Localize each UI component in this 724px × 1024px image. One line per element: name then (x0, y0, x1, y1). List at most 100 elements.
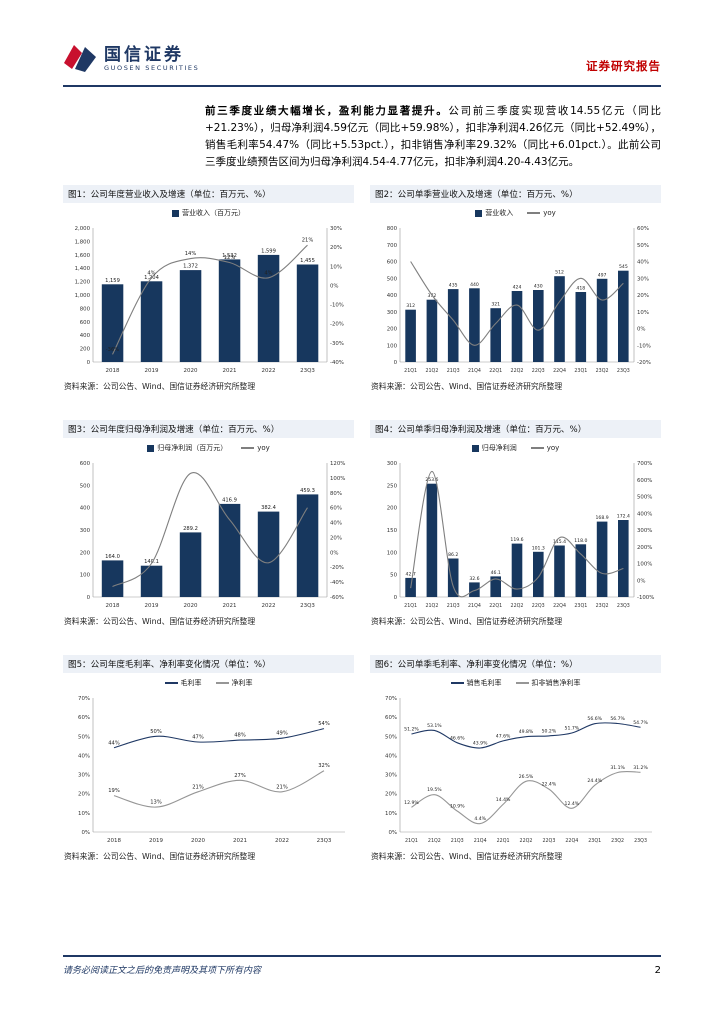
svg-text:10.9%: 10.9% (450, 804, 465, 810)
chart-legend: 销售毛利率 扣非销售净利率 (370, 678, 661, 688)
svg-text:10%: 10% (637, 310, 649, 316)
svg-text:1,599: 1,599 (261, 248, 276, 254)
svg-text:500: 500 (80, 483, 91, 489)
svg-text:1,800: 1,800 (75, 239, 91, 245)
chart-block-fig5: 图5：公司年度毛利率、净利率变化情况（单位：%） 毛利率 净利率 0% 10% 20% 30… (63, 655, 354, 864)
svg-text:43.9%: 43.9% (473, 740, 488, 746)
svg-text:416.9: 416.9 (222, 497, 237, 503)
svg-text:20%: 20% (637, 293, 649, 299)
chart-canvas-fig5: 0% 10% 20% 30% 40% 50% 60% 70% 2018 2019 2020 2021 2… (78, 696, 345, 844)
svg-text:21Q1: 21Q1 (404, 368, 417, 374)
svg-text:300%: 300% (637, 528, 652, 534)
svg-text:12%: 12% (224, 255, 236, 261)
svg-text:115.4: 115.4 (553, 539, 566, 545)
chart-source-note: 资料来源：公司公告、Wind、国信证券经济研究所整理 (371, 617, 563, 626)
svg-text:100%: 100% (330, 476, 345, 482)
svg-text:22Q2: 22Q2 (511, 368, 524, 374)
svg-text:12.4%: 12.4% (565, 801, 580, 807)
svg-text:0: 0 (394, 595, 398, 601)
svg-text:2022: 2022 (262, 368, 276, 374)
legend-item: 归母净利润 (471, 443, 517, 453)
chart-legend: 归母净利润 yoy (370, 443, 661, 453)
svg-text:21%: 21% (276, 784, 288, 790)
svg-text:21Q3: 21Q3 (447, 368, 460, 374)
chart-title: 图6：公司单季毛利率、净利率变化情况（单位：%） (370, 655, 661, 673)
svg-text:22Q4: 22Q4 (553, 603, 566, 609)
svg-text:100: 100 (80, 573, 91, 579)
svg-text:-40%: -40% (330, 360, 344, 366)
svg-text:700%: 700% (637, 461, 652, 467)
svg-text:0: 0 (87, 360, 91, 366)
legend-item: 销售毛利率 (450, 678, 502, 688)
svg-text:60%: 60% (385, 715, 397, 721)
report-header: 国信证券 GUOSEN SECURITIES 证券研究报告 (63, 0, 661, 87)
svg-text:372: 372 (428, 293, 437, 299)
svg-text:46.1: 46.1 (491, 570, 501, 576)
legend-label: 归母净利润（百万元） (157, 444, 228, 452)
chart-legend: 归母净利润（百万元） yoy (63, 443, 354, 453)
svg-text:50%: 50% (78, 734, 90, 740)
svg-text:2021: 2021 (223, 603, 237, 609)
svg-text:70%: 70% (385, 696, 397, 702)
chart-canvas-fig4: 0 50 100 150 200 250 300 -100% 0% 100% 200% 300% 400… (387, 461, 655, 609)
svg-text:22Q3: 22Q3 (532, 603, 545, 609)
svg-text:-100%: -100% (637, 595, 654, 601)
svg-text:60%: 60% (637, 226, 649, 232)
svg-text:22Q2: 22Q2 (511, 603, 524, 609)
legend-label: 净利率 (231, 679, 253, 687)
svg-text:23Q3: 23Q3 (317, 838, 332, 844)
svg-text:51.7%: 51.7% (565, 726, 580, 732)
svg-text:2020: 2020 (184, 368, 198, 374)
svg-text:400: 400 (80, 506, 91, 512)
legend-line-swatch-icon (527, 211, 541, 215)
svg-text:50%: 50% (150, 729, 162, 735)
svg-text:21Q4: 21Q4 (474, 838, 487, 844)
svg-text:289.2: 289.2 (183, 526, 198, 532)
summary-paragraph: 前三季度业绩大幅增长，盈利能力显著提升。公司前三季度实现营收14.55亿元（同比… (205, 103, 661, 171)
svg-text:20%: 20% (330, 245, 342, 251)
svg-text:118.0: 118.0 (574, 538, 587, 544)
svg-text:-20%: -20% (330, 565, 344, 571)
svg-text:1,372: 1,372 (183, 264, 198, 270)
svg-text:150: 150 (387, 528, 398, 534)
chart-block-fig4: 图4：公司单季归母净利润及增速（单位：百万元、%） 归母净利润 yoy 0 50 100 1… (370, 420, 661, 629)
svg-text:49.8%: 49.8% (519, 729, 534, 735)
svg-text:21Q4: 21Q4 (468, 368, 481, 374)
svg-text:49%: 49% (276, 731, 288, 737)
chart-block-fig3: 图3：公司年度归母净利润及增速（单位：百万元、%） 归母净利润（百万元） yoy 0 1… (63, 420, 354, 629)
svg-text:46.6%: 46.6% (450, 735, 465, 741)
svg-text:23Q2: 23Q2 (611, 838, 624, 844)
legend-label: 归母净利润 (481, 444, 517, 452)
svg-text:424: 424 (513, 284, 522, 290)
svg-text:2,000: 2,000 (75, 226, 91, 232)
svg-text:2021: 2021 (233, 838, 247, 844)
legend-item: 营业收入（百万元） (172, 208, 245, 218)
svg-text:500: 500 (387, 276, 398, 282)
svg-text:512: 512 (555, 270, 564, 276)
svg-text:1,400: 1,400 (75, 266, 91, 272)
svg-text:54%: 54% (318, 721, 330, 727)
svg-text:32.6: 32.6 (469, 576, 479, 582)
chart-title: 图4：公司单季归母净利润及增速（单位：百万元、%） (370, 420, 661, 438)
brand-logo: 国信证券 GUOSEN SECURITIES (63, 42, 199, 76)
chart-source-note: 资料来源：公司公告、Wind、国信证券经济研究所整理 (64, 382, 256, 391)
legend-item: 扣非销售净利率 (515, 678, 581, 688)
svg-text:100%: 100% (637, 562, 652, 568)
svg-text:2021: 2021 (223, 368, 237, 374)
svg-text:50%: 50% (637, 243, 649, 249)
svg-text:21Q2: 21Q2 (425, 368, 438, 374)
legend-line-swatch-icon (530, 446, 544, 450)
chart-block-fig6: 图6：公司单季毛利率、净利率变化情况（单位：%） 销售毛利率 扣非销售净利率 0% 10… (370, 655, 661, 864)
legend-line-swatch-icon (164, 681, 178, 685)
chart-source-note: 资料来源：公司公告、Wind、国信证券经济研究所整理 (64, 617, 256, 626)
svg-text:0: 0 (394, 360, 398, 366)
legend-item: 净利率 (215, 678, 253, 688)
svg-text:-40%: -40% (330, 580, 344, 586)
chart-legend: 营业收入 yoy (370, 208, 661, 218)
svg-text:50%: 50% (385, 734, 397, 740)
svg-text:40%: 40% (330, 521, 342, 527)
svg-text:0%: 0% (81, 830, 90, 836)
svg-text:312: 312 (406, 303, 415, 309)
svg-text:21Q3: 21Q3 (447, 603, 460, 609)
svg-text:42.7: 42.7 (406, 571, 416, 577)
